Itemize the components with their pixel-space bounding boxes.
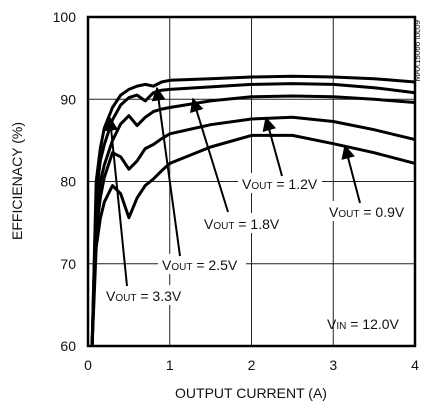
- series-label: VOUT = 1.8V: [190, 97, 285, 233]
- watermark: MAX15066 toc09: [413, 19, 422, 81]
- y-tick-label: 60: [60, 338, 76, 354]
- y-tick-label: 80: [60, 174, 76, 190]
- line: [90, 82, 416, 347]
- x-tick-label: 1: [166, 357, 174, 373]
- x-tick-label: 3: [329, 357, 337, 373]
- label-text: VOUT = 1.2V: [242, 176, 318, 192]
- series-label: VOUT = 0.9V: [326, 144, 410, 221]
- series-label: VOUT = 3.3V: [102, 116, 190, 305]
- label-text: VOUT = 3.3V: [106, 288, 182, 304]
- y-tick-label: 100: [53, 9, 77, 25]
- x-tick-label: 2: [248, 357, 256, 373]
- label-text: VOUT = 2.5V: [162, 257, 238, 273]
- line: [90, 74, 416, 347]
- annotation: VIN = 12.0V: [327, 316, 400, 332]
- series-label: VOUT = 1.2V: [238, 116, 322, 193]
- curves: [90, 74, 416, 347]
- x-tick-label: 0: [84, 357, 92, 373]
- y-tick-label: 90: [60, 91, 76, 107]
- line: [90, 115, 416, 347]
- label-text: VOUT = 0.9V: [329, 204, 405, 220]
- plot-frame: [86, 15, 417, 348]
- label-text: VOUT = 1.8V: [204, 216, 280, 232]
- x-tick-label: 4: [411, 357, 419, 373]
- y-tick-label: 70: [60, 256, 76, 272]
- series-label: VOUT = 2.5V: [151, 86, 246, 274]
- line: [90, 94, 416, 347]
- line: [90, 133, 416, 347]
- x-axis-label: OUTPUT CURRENT (A): [175, 385, 327, 401]
- y-axis-label: EFFICIENACY (%): [9, 122, 25, 240]
